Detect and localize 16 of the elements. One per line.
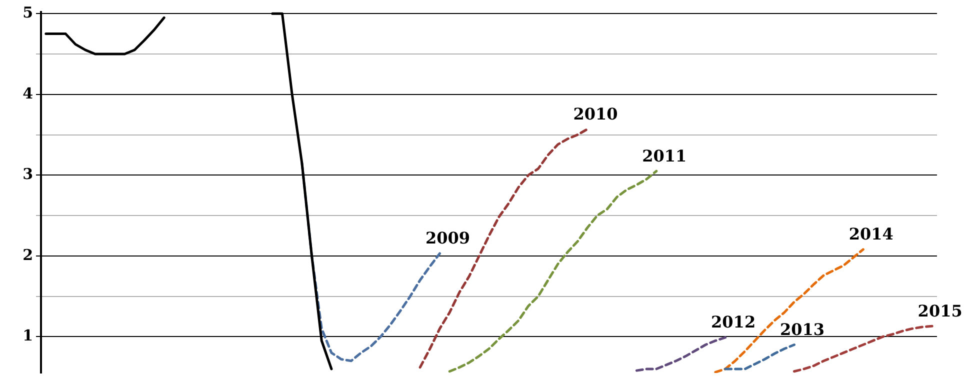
series-label: 2012 bbox=[711, 312, 756, 332]
line-series bbox=[714, 248, 864, 373]
series-label: 2015 bbox=[918, 301, 962, 320]
series-label: 2010 bbox=[573, 104, 618, 124]
y-tick-label: 3 bbox=[22, 165, 33, 184]
y-tick-label: 4 bbox=[22, 84, 33, 102]
series-label: 2009 bbox=[426, 228, 470, 248]
y-tick-label: 2 bbox=[22, 246, 33, 264]
y-tick-label: 1 bbox=[22, 326, 33, 345]
series-label: 2014 bbox=[848, 224, 894, 244]
line-series bbox=[724, 343, 796, 370]
y-tick-label: 5 bbox=[22, 4, 33, 22]
line-series bbox=[635, 336, 727, 372]
line-series bbox=[418, 128, 589, 369]
series-label: 2013 bbox=[780, 320, 824, 339]
series-label: 2011 bbox=[642, 146, 687, 166]
